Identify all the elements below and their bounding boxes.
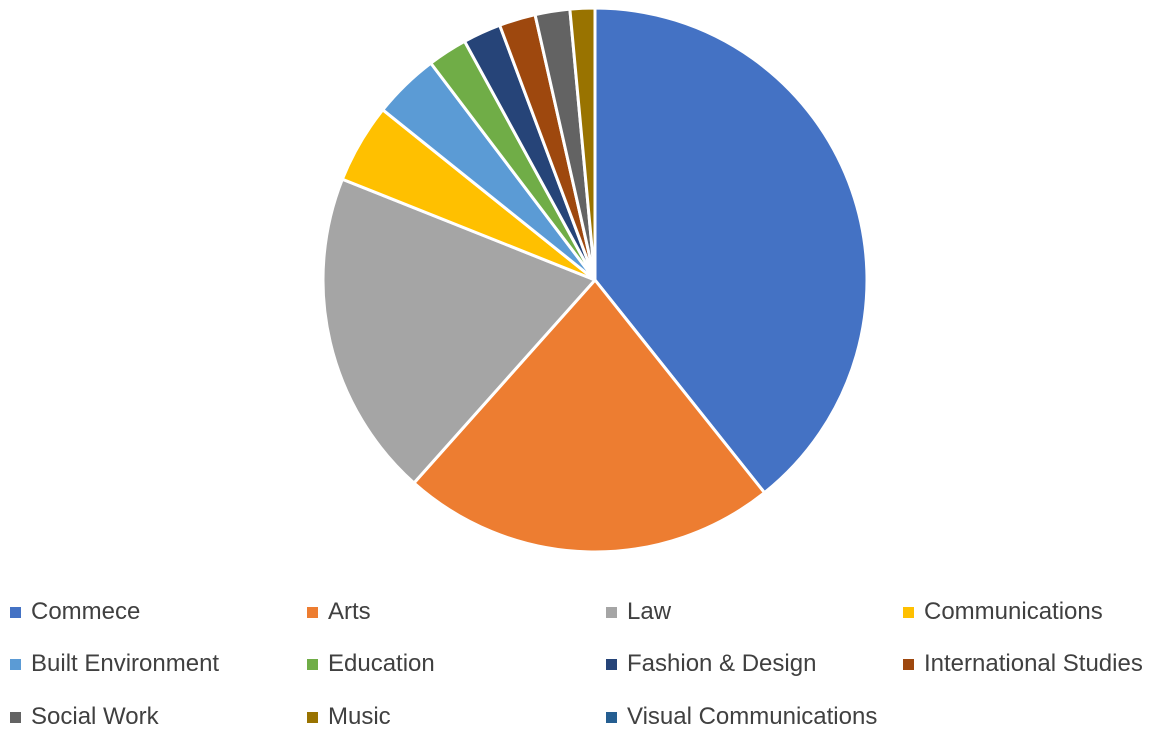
pie-slice-music [568,6,597,282]
legend-swatch [903,658,914,670]
pie-chart [321,6,869,554]
legend-label: Music [328,703,391,730]
legend-swatch [10,711,21,723]
legend-item-social-work: Social Work [10,701,159,733]
legend-swatch [903,606,914,618]
legend-label: Commece [31,598,141,625]
legend-swatch [307,658,318,670]
legend-item-visual-communications: Visual Communications [606,701,877,733]
legend-item-communications: Communications [903,596,1103,628]
legend-item-music: Music [307,701,391,733]
legend-item-built-environment: Built Environment [10,648,219,680]
legend-item-commece: Commece [10,596,140,628]
legend-swatch [10,606,21,618]
pie-slice-arts [412,278,766,554]
legend-swatch [10,658,21,670]
legend-item-international-studies: International Studies [903,648,1143,680]
legend-label: Education [328,650,435,677]
legend-item-fashion-design: Fashion & Design [606,648,816,680]
legend-label: Communications [924,598,1103,625]
legend-label: Fashion & Design [627,650,817,677]
legend-swatch [307,606,318,618]
legend-item-arts: Arts [307,596,371,628]
legend-swatch [606,606,617,618]
legend-label: Built Environment [31,650,220,677]
legend-swatch [307,711,318,723]
legend-label: Visual Communications [627,703,878,730]
legend-swatch [606,711,617,723]
legend-label: Social Work [31,703,159,730]
legend-item-education: Education [307,648,435,680]
legend-item-law: Law [606,596,671,628]
legend-label: Arts [328,598,371,625]
pie-slice-law [321,177,597,485]
pie-slice-commece [593,6,869,495]
legend-label: International Studies [924,650,1143,677]
legend-swatch [606,658,617,670]
legend-label: Law [627,598,672,625]
